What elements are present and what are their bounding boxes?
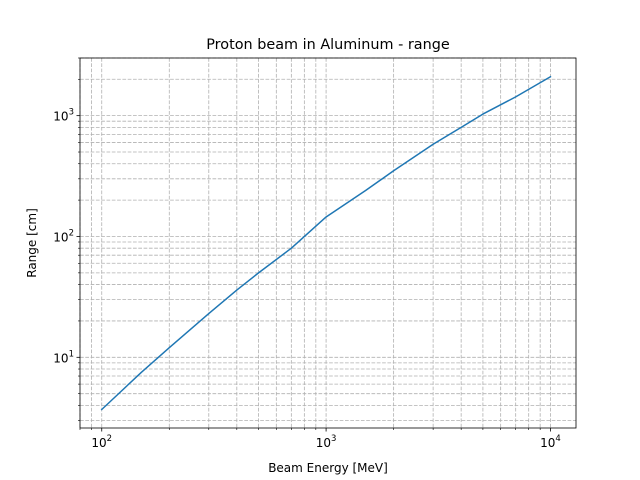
x-tick-label: 102 <box>91 434 112 450</box>
x-tick-label: 104 <box>540 434 561 450</box>
y-tick-label: 101 <box>53 349 74 365</box>
ticks: 102 103 104 101 102 103 <box>53 57 561 450</box>
x-axis-label: Beam Energy [MeV] <box>268 461 388 475</box>
y-tick-label: 102 <box>53 228 74 244</box>
x-tick-label: 103 <box>316 434 337 450</box>
grid <box>79 57 576 428</box>
range-series-line <box>100 75 552 411</box>
y-tick-label: 103 <box>53 108 74 124</box>
y-axis-label: Range [cm] <box>25 208 39 278</box>
plot-frame <box>79 57 577 429</box>
series-layer <box>100 75 552 411</box>
chart-title: Proton beam in Aluminum - range <box>206 37 450 53</box>
